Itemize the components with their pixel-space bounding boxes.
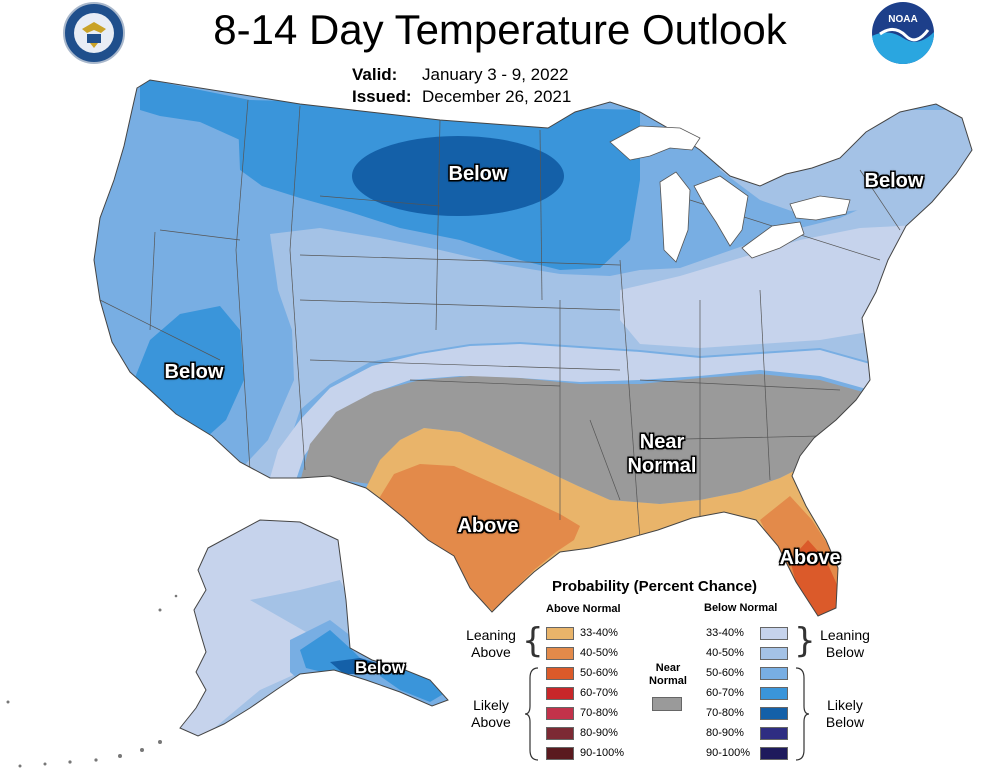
legend-near-normal-label: Near Normal bbox=[646, 662, 690, 688]
swatch-above-50-60 bbox=[546, 666, 574, 680]
range-above-70-80: 70-80% bbox=[580, 707, 618, 719]
label-below-west: Below bbox=[164, 361, 224, 383]
group-likely-below: Likely Below bbox=[814, 697, 876, 731]
swatch-above-33-40 bbox=[546, 626, 574, 640]
swatch-above-40-50 bbox=[546, 646, 574, 660]
swatch-below-50-60 bbox=[760, 666, 788, 680]
label-above-florida: Above bbox=[779, 547, 841, 569]
valid-period: Valid: January 3 - 9, 2022 Issued: Decembe… bbox=[352, 64, 571, 108]
swatch-below-40-50 bbox=[760, 646, 788, 660]
swatch-below-33-40 bbox=[760, 626, 788, 640]
swatch-near-normal bbox=[652, 697, 682, 711]
brace-leaning-above-icon: { bbox=[522, 621, 544, 661]
likely-below-line1: Likely bbox=[827, 697, 863, 713]
likely-above-line1: Likely bbox=[473, 697, 509, 713]
group-leaning-above: Leaning Above bbox=[462, 627, 520, 661]
range-above-60-70: 60-70% bbox=[580, 687, 618, 699]
label-below-northeast: Below bbox=[864, 170, 924, 192]
near-normal-line1: Near bbox=[655, 662, 681, 674]
label-below-north: Below bbox=[448, 163, 508, 185]
near-normal-line2: Normal bbox=[649, 675, 687, 687]
likely-below-line2: Below bbox=[825, 714, 865, 730]
swatch-below-60-70 bbox=[760, 686, 788, 700]
label-near-normal-line1: Near bbox=[639, 431, 685, 453]
range-below-90-100: 90-100% bbox=[706, 747, 751, 759]
leaning-above-line2: Above bbox=[471, 644, 511, 660]
issued-value: December 26, 2021 bbox=[422, 87, 572, 106]
brace-likely-above-icon bbox=[524, 667, 539, 761]
leaning-below-line2: Below bbox=[825, 644, 865, 660]
noaa-bird-icon: NOAA bbox=[872, 14, 934, 64]
range-above-80-90: 80-90% bbox=[580, 727, 618, 739]
swatch-above-70-80 bbox=[546, 706, 574, 720]
range-below-60-70: 60-70% bbox=[706, 687, 744, 699]
noaa-logo: NOAA bbox=[872, 2, 934, 64]
commerce-seal-logo bbox=[63, 2, 125, 64]
range-above-90-100: 90-100% bbox=[580, 747, 625, 759]
swatch-below-90-100 bbox=[760, 746, 788, 760]
eagle-icon bbox=[74, 13, 114, 53]
range-below-33-40: 33-40% bbox=[706, 627, 744, 639]
range-below-40-50: 40-50% bbox=[706, 647, 744, 659]
range-above-50-60: 50-60% bbox=[580, 667, 618, 679]
group-leaning-below: Leaning Below bbox=[814, 627, 876, 661]
label-near-normal-line2: Normal bbox=[627, 455, 697, 477]
issued-label: Issued: bbox=[352, 87, 412, 106]
brace-likely-below-icon bbox=[795, 667, 810, 761]
likely-above-line2: Above bbox=[471, 714, 511, 730]
range-above-40-50: 40-50% bbox=[580, 647, 618, 659]
swatch-below-80-90 bbox=[760, 726, 788, 740]
map-title: 8-14 Day Temperature Outlook bbox=[213, 6, 787, 53]
brace-leaning-below-icon: } bbox=[794, 621, 816, 661]
legend-below-header: Below Normal bbox=[704, 602, 778, 614]
valid-value: January 3 - 9, 2022 bbox=[422, 65, 569, 84]
legend-below-swatches: 33-40% 40-50% 50-60% 60-70% 70-80% 80-90… bbox=[706, 626, 788, 760]
legend-above-header: Above Normal bbox=[546, 603, 621, 615]
legend-above-swatches: 33-40% 40-50% 50-60% 60-70% 70-80% 80-90… bbox=[546, 626, 624, 760]
range-above-33-40: 33-40% bbox=[580, 627, 618, 639]
range-below-70-80: 70-80% bbox=[706, 707, 744, 719]
label-below-alaska: Below bbox=[354, 658, 406, 677]
swatch-above-90-100 bbox=[546, 746, 574, 760]
legend-title: Probability (Percent Chance) bbox=[552, 578, 758, 595]
group-likely-above: Likely Above bbox=[462, 697, 520, 731]
swatch-below-70-80 bbox=[760, 706, 788, 720]
valid-label: Valid: bbox=[352, 65, 398, 84]
label-above-texas: Above bbox=[457, 515, 519, 537]
range-below-50-60: 50-60% bbox=[706, 667, 744, 679]
swatch-above-80-90 bbox=[546, 726, 574, 740]
swatch-above-60-70 bbox=[546, 686, 574, 700]
range-below-80-90: 80-90% bbox=[706, 727, 744, 739]
leaning-above-line1: Leaning bbox=[466, 627, 516, 643]
leaning-below-line1: Leaning bbox=[820, 627, 870, 643]
noaa-logo-text: NOAA bbox=[888, 14, 917, 25]
